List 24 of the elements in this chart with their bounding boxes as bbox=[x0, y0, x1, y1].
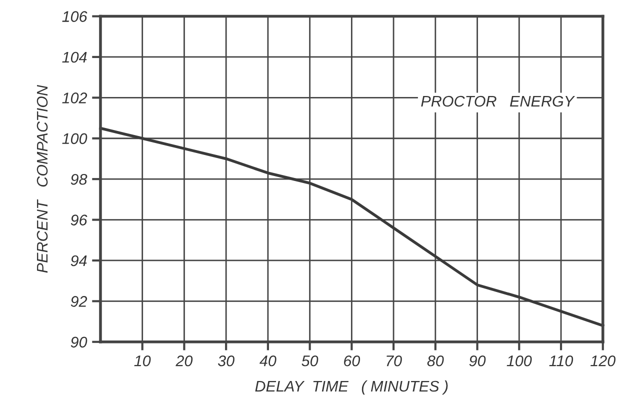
x-tick-label: 120 bbox=[590, 355, 616, 366]
x-tick-label: 70 bbox=[386, 355, 402, 366]
x-tick-label: 90 bbox=[469, 355, 486, 366]
y-tick-label: 100 bbox=[62, 133, 88, 144]
y-tick-label: 96 bbox=[70, 214, 88, 226]
x-tick-label: 40 bbox=[260, 355, 276, 366]
x-tick-label: 50 bbox=[302, 355, 318, 366]
y-tick-label: 98 bbox=[70, 174, 88, 185]
y-tick-label: 106 bbox=[62, 11, 88, 22]
x-tick-label: 20 bbox=[176, 355, 193, 366]
y-tick-label: 92 bbox=[70, 296, 88, 307]
x-tick-label: 10 bbox=[134, 355, 151, 366]
x-tick-label: 110 bbox=[549, 355, 574, 366]
y-tick-label: 104 bbox=[62, 52, 87, 63]
y-tick-label: 90 bbox=[70, 336, 88, 348]
x-tick-label: 60 bbox=[344, 355, 360, 366]
x-tick-label: 100 bbox=[506, 355, 532, 366]
y-tick-label: 102 bbox=[62, 92, 88, 104]
x-tick-label: 30 bbox=[218, 355, 234, 366]
y-axis-title: PERCENT COMPACTION bbox=[36, 84, 48, 273]
y-tick-label: 94 bbox=[70, 255, 87, 266]
x-tick-label: 80 bbox=[427, 355, 444, 366]
x-axis-title: DELAY TIME ( MINUTES ) bbox=[255, 380, 448, 395]
annotation: PROCTOR ENERGY bbox=[421, 96, 575, 107]
